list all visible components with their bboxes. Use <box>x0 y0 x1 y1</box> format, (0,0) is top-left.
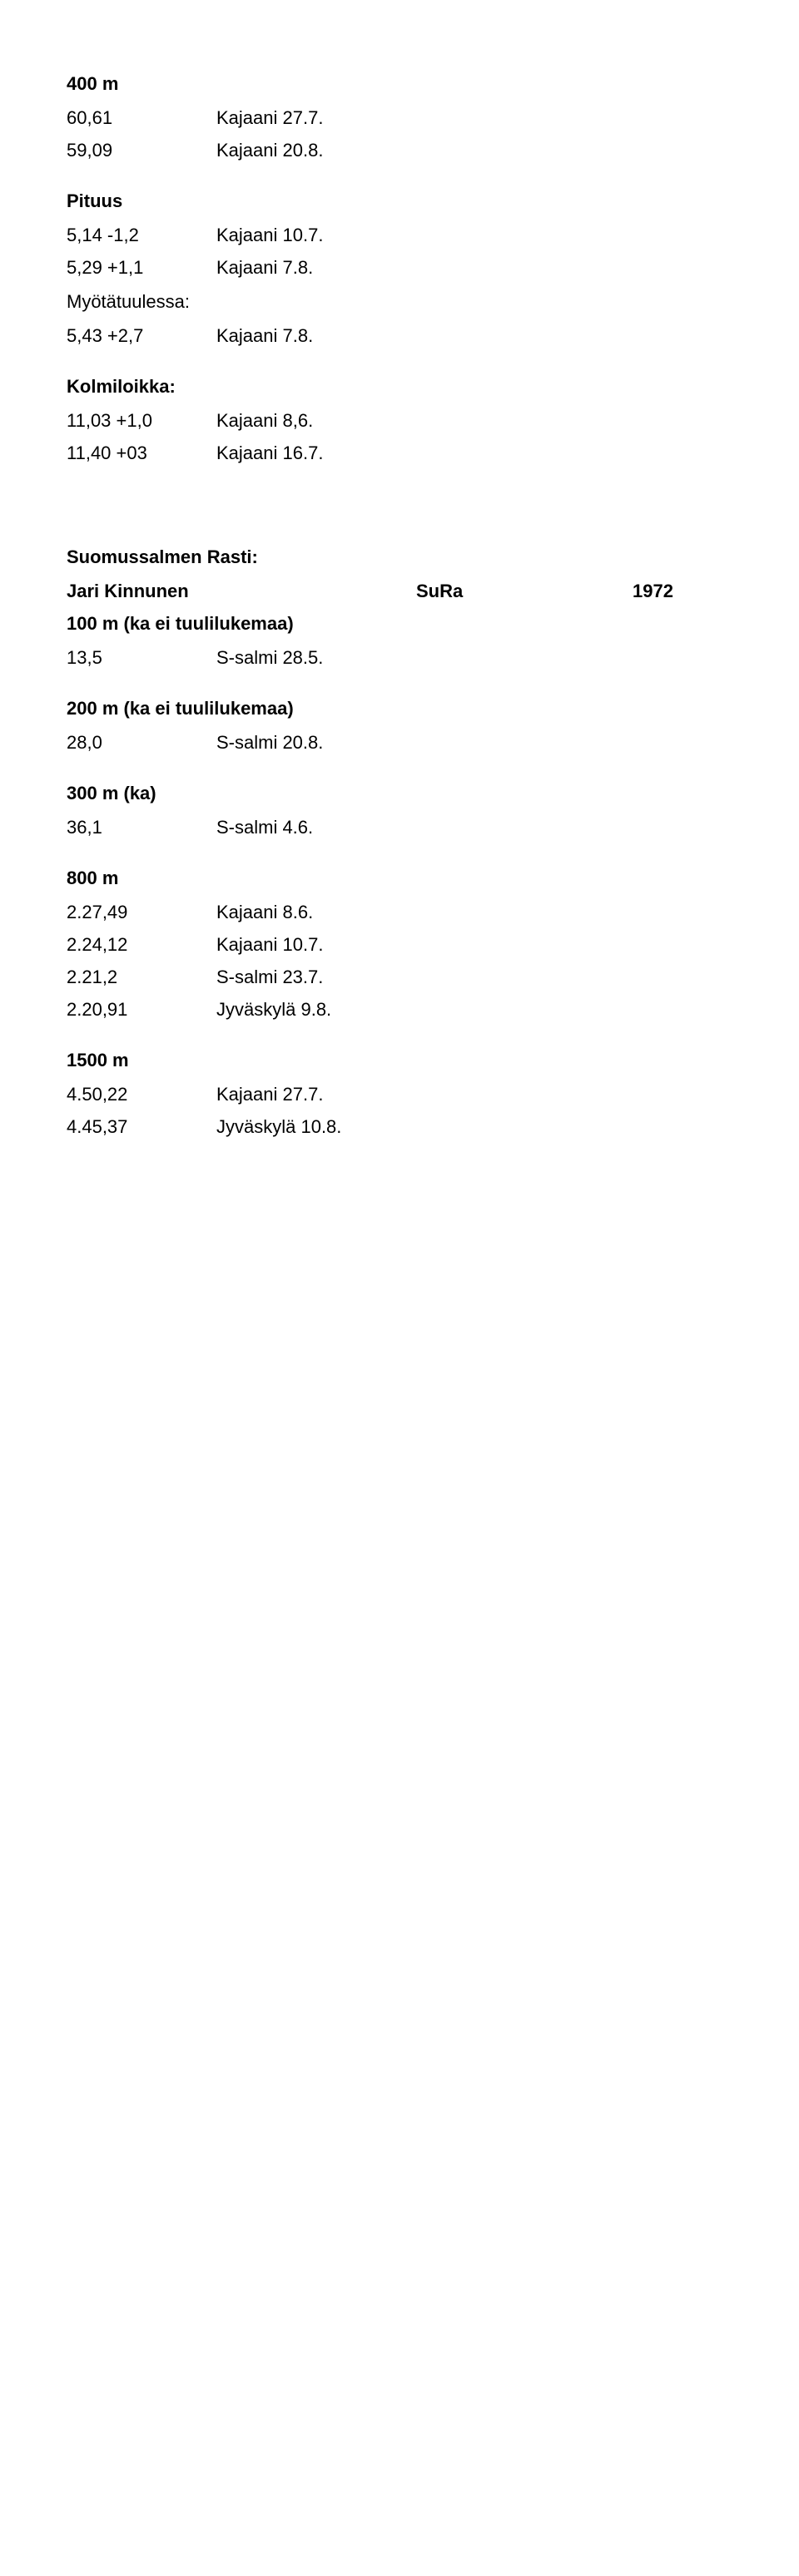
heading-400m: 400 m <box>67 70 732 97</box>
result-value: 2.21,2 <box>67 963 216 991</box>
result-value: 11,40 +03 <box>67 439 216 467</box>
result-location: Kajaani 20.8. <box>216 136 516 164</box>
result-location: Jyväskylä 9.8. <box>216 996 516 1023</box>
athlete-name: Jari Kinnunen <box>67 577 416 605</box>
result-location: Kajaani 10.7. <box>216 931 516 958</box>
result-location: Kajaani 8.6. <box>216 898 516 926</box>
result-value: 2.20,91 <box>67 996 216 1023</box>
result-location: Kajaani 7.8. <box>216 322 516 349</box>
result-row: 2.24,12 Kajaani 10.7. <box>67 931 732 958</box>
result-row: 11,40 +03 Kajaani 16.7. <box>67 439 732 467</box>
result-value: 5,43 +2,7 <box>67 322 216 349</box>
result-value: 5,29 +1,1 <box>67 254 216 281</box>
result-row: 5,43 +2,7 Kajaani 7.8. <box>67 322 732 349</box>
athlete-club: SuRa <box>416 577 633 605</box>
result-location: Jyväskylä 10.8. <box>216 1113 516 1140</box>
result-value: 5,14 -1,2 <box>67 221 216 249</box>
result-value: 60,61 <box>67 104 216 131</box>
result-location: S-salmi 4.6. <box>216 813 516 841</box>
result-row: 11,03 +1,0 Kajaani 8,6. <box>67 407 732 434</box>
result-value: 59,09 <box>67 136 216 164</box>
heading-1500m: 1500 m <box>67 1046 732 1074</box>
heading-300m: 300 m (ka) <box>67 779 732 807</box>
result-value: 4.50,22 <box>67 1080 216 1108</box>
result-location: S-salmi 20.8. <box>216 729 516 756</box>
result-value: 11,03 +1,0 <box>67 407 216 434</box>
result-value: 28,0 <box>67 729 216 756</box>
heading-pituus: Pituus <box>67 187 732 215</box>
heading-kolmiloikka: Kolmiloikka: <box>67 373 732 400</box>
subheading-myotatuulessa: Myötätuulessa: <box>67 288 732 315</box>
result-location: Kajaani 16.7. <box>216 439 516 467</box>
result-location: S-salmi 23.7. <box>216 963 516 991</box>
result-location: Kajaani 8,6. <box>216 407 516 434</box>
result-location: S-salmi 28.5. <box>216 644 516 671</box>
heading-100m: 100 m (ka ei tuulilukemaa) <box>67 610 732 637</box>
heading-800m: 800 m <box>67 864 732 892</box>
result-value: 13,5 <box>67 644 216 671</box>
result-row: 4.50,22 Kajaani 27.7. <box>67 1080 732 1108</box>
result-location: Kajaani 27.7. <box>216 104 516 131</box>
result-row: 36,1 S-salmi 4.6. <box>67 813 732 841</box>
result-value: 4.45,37 <box>67 1113 216 1140</box>
result-location: Kajaani 7.8. <box>216 254 516 281</box>
result-location: Kajaani 27.7. <box>216 1080 516 1108</box>
heading-rasti: Suomussalmen Rasti: <box>67 543 732 571</box>
result-row: 5,29 +1,1 Kajaani 7.8. <box>67 254 732 281</box>
result-value: 2.27,49 <box>67 898 216 926</box>
result-value: 2.24,12 <box>67 931 216 958</box>
athlete-year: 1972 <box>633 577 732 605</box>
result-row: 5,14 -1,2 Kajaani 10.7. <box>67 221 732 249</box>
result-row: 28,0 S-salmi 20.8. <box>67 729 732 756</box>
result-row: 59,09 Kajaani 20.8. <box>67 136 732 164</box>
heading-200m: 200 m (ka ei tuulilukemaa) <box>67 695 732 722</box>
result-row: 13,5 S-salmi 28.5. <box>67 644 732 671</box>
result-row: 60,61 Kajaani 27.7. <box>67 104 732 131</box>
result-row: 2.21,2 S-salmi 23.7. <box>67 963 732 991</box>
athlete-row: Jari Kinnunen SuRa 1972 <box>67 577 732 605</box>
result-row: 2.20,91 Jyväskylä 9.8. <box>67 996 732 1023</box>
result-row: 2.27,49 Kajaani 8.6. <box>67 898 732 926</box>
result-row: 4.45,37 Jyväskylä 10.8. <box>67 1113 732 1140</box>
result-location: Kajaani 10.7. <box>216 221 516 249</box>
result-value: 36,1 <box>67 813 216 841</box>
